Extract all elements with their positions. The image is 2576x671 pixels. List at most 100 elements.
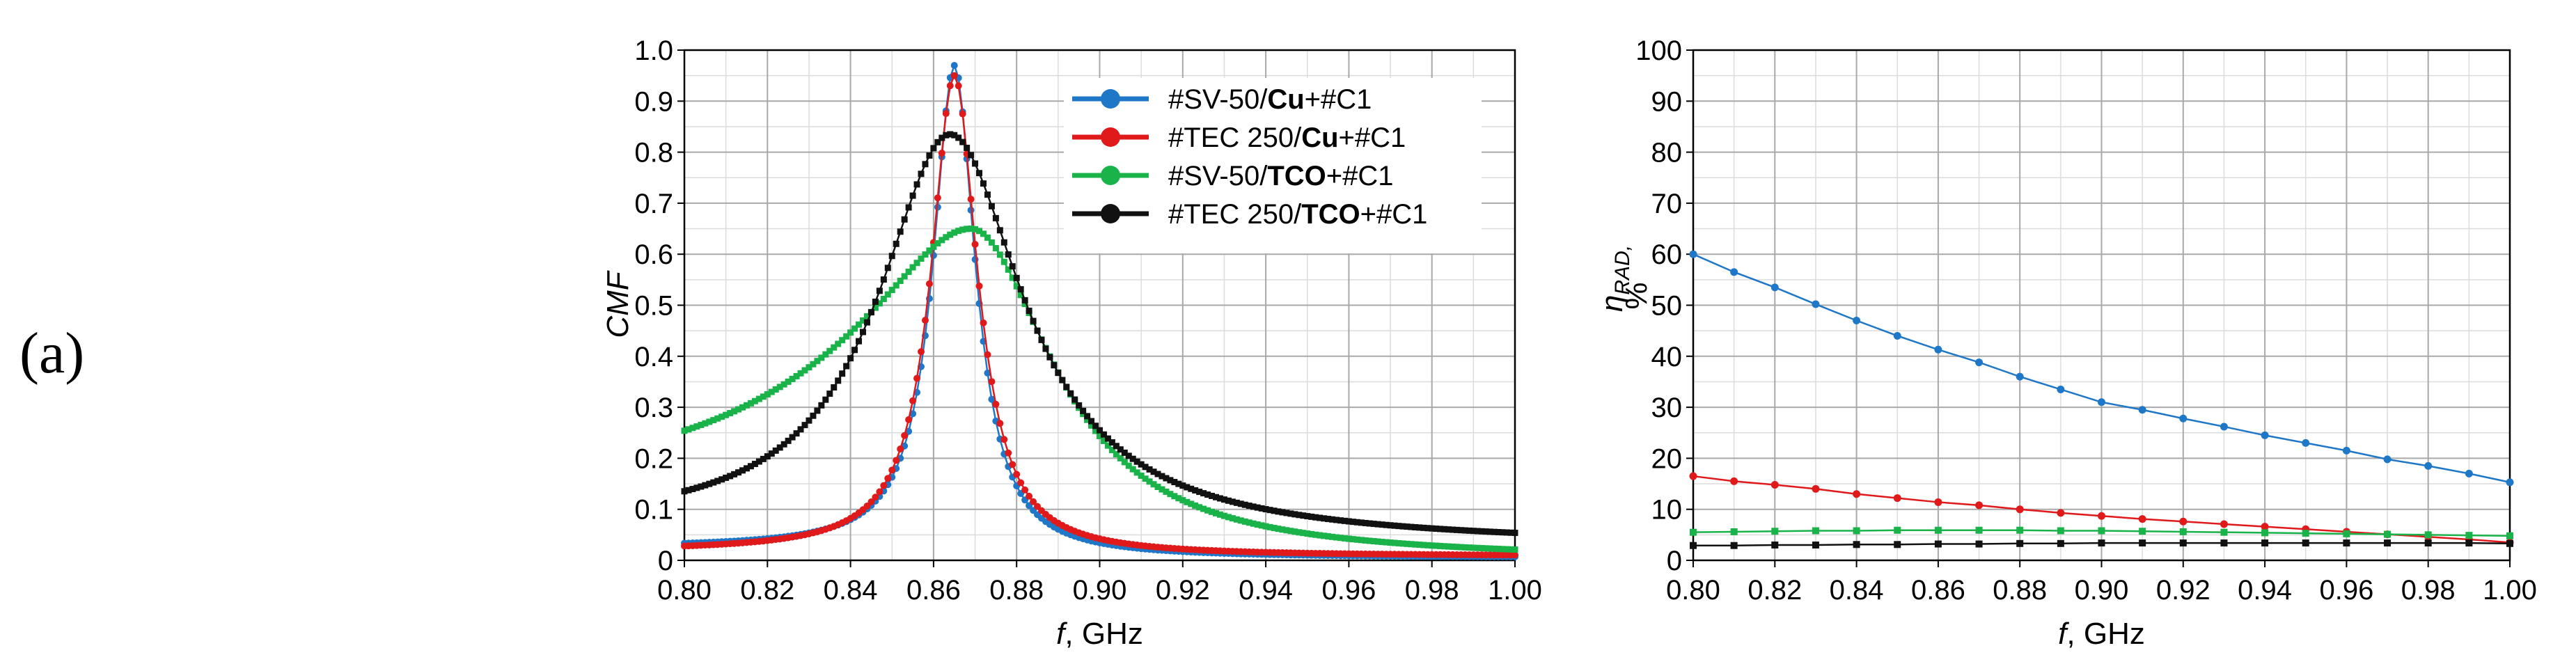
data-point xyxy=(955,228,962,235)
data-point xyxy=(2179,517,2188,526)
data-point xyxy=(1507,529,1514,536)
data-point xyxy=(988,203,995,210)
data-point xyxy=(1934,498,1942,506)
data-point xyxy=(1067,390,1074,397)
data-point xyxy=(768,450,775,457)
data-point xyxy=(835,340,842,347)
data-point xyxy=(918,348,925,356)
data-point xyxy=(785,437,792,444)
x-tick-label: 0.88 xyxy=(1993,575,2047,606)
data-point xyxy=(1271,525,1278,532)
data-point xyxy=(893,457,900,464)
data-point xyxy=(2016,505,2024,514)
data-point xyxy=(1474,544,1481,551)
data-point xyxy=(856,338,863,345)
data-point xyxy=(1333,516,1340,523)
data-point xyxy=(1853,316,1861,324)
data-point xyxy=(747,463,754,470)
data-point xyxy=(1934,345,1942,354)
x-tick-label: 0.80 xyxy=(657,575,712,606)
data-point xyxy=(801,422,808,429)
data-point xyxy=(1470,544,1477,551)
data-point xyxy=(934,139,941,145)
legend-label: #TEC 250/Cu+#C1 xyxy=(1168,123,1406,153)
data-point xyxy=(980,180,987,187)
data-point xyxy=(797,370,804,377)
data-point xyxy=(1416,524,1423,531)
data-point xyxy=(2220,423,2228,431)
data-point xyxy=(1429,525,1436,532)
series-1 xyxy=(681,72,1518,559)
data-point xyxy=(681,427,688,434)
data-point xyxy=(776,444,783,451)
data-point xyxy=(689,425,696,432)
data-point xyxy=(731,471,738,477)
data-point xyxy=(859,317,866,324)
data-point xyxy=(1142,464,1149,471)
data-point xyxy=(1975,501,1984,510)
data-point xyxy=(723,411,730,418)
data-point xyxy=(780,381,787,388)
data-point xyxy=(872,494,879,501)
data-point xyxy=(702,420,709,427)
x-tick-label: 0.84 xyxy=(824,575,878,606)
data-point xyxy=(1317,532,1324,539)
data-point xyxy=(1184,484,1191,491)
data-point xyxy=(1175,495,1182,502)
data-point xyxy=(1853,490,1861,498)
data-point xyxy=(1445,543,1452,550)
data-point xyxy=(1308,513,1315,520)
data-point xyxy=(1345,535,1352,542)
data-point xyxy=(1129,455,1136,462)
data-point xyxy=(988,378,996,386)
data-point xyxy=(926,247,933,254)
data-point xyxy=(1383,521,1390,528)
data-point xyxy=(1275,508,1282,515)
data-point xyxy=(938,134,945,141)
data-point xyxy=(739,404,746,411)
data-point xyxy=(1146,466,1153,473)
data-point xyxy=(1341,517,1348,524)
data-point xyxy=(1021,301,1028,308)
data-point xyxy=(1730,268,1738,276)
data-point xyxy=(1433,526,1440,532)
data-point xyxy=(1362,519,1369,526)
data-point xyxy=(801,367,808,374)
data-point xyxy=(905,204,912,211)
data-point xyxy=(1241,501,1248,508)
data-point xyxy=(918,255,925,262)
data-point xyxy=(984,234,991,241)
data-point xyxy=(2179,528,2187,535)
data-point xyxy=(1358,519,1365,526)
legend-label: #SV-50/Cu+#C1 xyxy=(1168,84,1372,115)
data-point xyxy=(1486,528,1493,535)
data-point xyxy=(1229,515,1236,522)
data-point xyxy=(1893,331,1901,340)
data-point xyxy=(1503,529,1510,536)
data-point xyxy=(1287,528,1294,535)
data-point xyxy=(785,378,792,385)
data-point xyxy=(1250,503,1257,510)
data-point xyxy=(922,161,929,168)
data-point xyxy=(922,251,929,258)
data-point xyxy=(1129,466,1136,473)
x-tick-label: 0.98 xyxy=(1405,575,1459,606)
data-point xyxy=(1399,523,1406,530)
data-point xyxy=(1325,516,1332,523)
data-point xyxy=(1416,542,1423,548)
data-point xyxy=(872,299,879,306)
y-axis-label: CMF xyxy=(601,270,635,338)
data-point xyxy=(913,260,920,267)
data-point xyxy=(835,377,842,384)
data-point xyxy=(921,317,929,324)
series-2 xyxy=(681,226,1518,553)
data-point xyxy=(685,487,692,494)
data-point xyxy=(1478,528,1485,535)
data-point xyxy=(1424,525,1431,532)
data-point xyxy=(731,408,738,415)
data-point xyxy=(1150,481,1157,488)
y-tick-label: 70 xyxy=(1651,189,1683,219)
data-point xyxy=(1204,507,1211,514)
data-point xyxy=(1266,507,1273,514)
y-tick-label: 10 xyxy=(1651,495,1683,526)
